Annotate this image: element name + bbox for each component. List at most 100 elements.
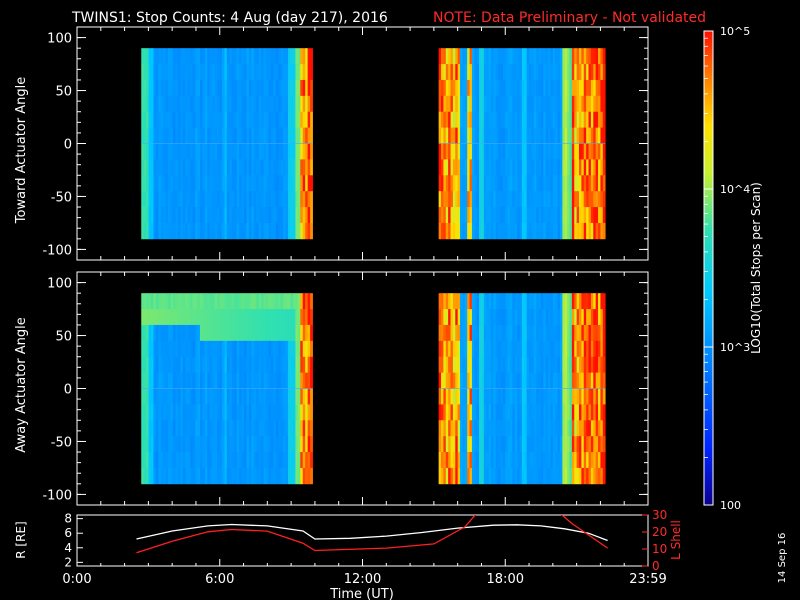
middle-heat-cell (258, 388, 262, 405)
middle-heat-cell (479, 467, 482, 485)
top-heat-cell (202, 127, 206, 144)
top-heat-cell (548, 159, 551, 176)
middle-heat-cell (158, 452, 162, 469)
middle-heat-cell (438, 324, 442, 342)
middle-heat-cell (448, 452, 451, 469)
middle-heat-cell (302, 467, 306, 485)
middle-heat-cell (146, 340, 149, 358)
middle-heat-cell (498, 324, 501, 342)
top-heat-cell (165, 111, 169, 129)
top-heat-cell (488, 111, 492, 129)
middle-heat-cell (486, 293, 489, 310)
middle-heat-cell (533, 324, 537, 342)
middle-heat-cell (441, 372, 444, 389)
middle-heat-cell (493, 436, 497, 453)
top-heat-cell (266, 191, 269, 208)
middle-heat-cell (569, 452, 573, 469)
top-heat-cell (290, 222, 294, 240)
top-heat-cell (602, 95, 606, 113)
middle-heat-cell (514, 404, 518, 421)
top-heat-cell (569, 79, 573, 97)
middle-heat-cell (540, 340, 544, 358)
middle-heat-cell (452, 293, 456, 310)
middle-heat-cell (529, 293, 532, 310)
middle-heat-cell (462, 436, 466, 453)
middle-heat-cell (550, 420, 554, 437)
middle-heat-cell (450, 404, 454, 421)
r-ytick-label: 4 (64, 541, 72, 555)
top-heat-cell (182, 143, 186, 160)
top-heat-cell (490, 127, 494, 144)
top-heat-cell (479, 64, 482, 81)
middle-heat-cell (495, 388, 499, 405)
middle-heat-cell (512, 356, 516, 374)
top-heat-cell (280, 222, 284, 240)
top-heat-cell (266, 159, 269, 176)
top-heat-cell (160, 191, 164, 208)
middle-heat-cell (510, 309, 513, 326)
middle-heat-cell (598, 340, 601, 358)
top-heat-cell (226, 207, 230, 224)
middle-heat-cell (526, 404, 530, 421)
top-heat-cell (500, 191, 504, 208)
middle-heat-cell (517, 340, 520, 358)
middle-heat-cell (170, 388, 174, 405)
middle-heat-cell (514, 467, 518, 485)
middle-heat-cell (197, 452, 201, 469)
top-heat-cell (531, 48, 535, 65)
top-heat-cell (495, 95, 499, 113)
middle-heat-cell (239, 356, 242, 374)
middle-heat-cell (241, 356, 245, 374)
top-heat-cell (574, 143, 578, 160)
middle-heat-cell (438, 467, 442, 485)
middle-heat-cell (567, 467, 570, 485)
top-heat-cell (574, 48, 578, 65)
top-heat-cell (574, 191, 578, 208)
middle-heat-cell (229, 388, 233, 405)
middle-heat-cell (273, 436, 277, 453)
top-heat-cell (204, 111, 208, 129)
top-heat-cell (248, 111, 252, 129)
middle-heat-cell (455, 436, 459, 453)
top-heat-cell (443, 143, 447, 160)
middle-heat-cell (258, 452, 262, 469)
top-heat-cell (464, 159, 468, 176)
middle-heat-cell (512, 324, 516, 342)
top-heat-cell (192, 175, 196, 192)
top-heat-cell (464, 191, 468, 208)
top-heat-cell (266, 48, 269, 65)
middle-heat-cell (469, 340, 473, 358)
middle-heat-cell (305, 356, 309, 374)
middle-heat-cell (173, 324, 176, 342)
top-heat-cell (529, 95, 532, 113)
middle-heat-cell (239, 372, 242, 389)
top-heat-cell (212, 191, 216, 208)
top-heat-cell (175, 159, 179, 176)
top-heat-cell (297, 175, 301, 192)
top-heat-cell (278, 127, 282, 144)
top-heat-cell (173, 207, 176, 224)
middle-heat-cell (510, 340, 513, 358)
top-heat-cell (263, 175, 267, 192)
top-heat-cell (202, 191, 206, 208)
top-heat-cell (567, 79, 570, 97)
middle-heat-cell (275, 388, 279, 405)
middle-heat-cell (574, 467, 578, 485)
top-heat-cell (588, 143, 592, 160)
top-heat-cell (517, 79, 520, 97)
middle-heat-cell (151, 388, 154, 405)
middle-heat-cell (495, 293, 499, 310)
middle-heat-cell (246, 309, 250, 326)
middle-heat-cell (517, 293, 520, 310)
top-heat-cell (204, 175, 208, 192)
middle-heat-cell (185, 467, 189, 485)
top-heat-cell (510, 222, 513, 240)
top-heat-cell (602, 175, 606, 192)
top-heat-cell (450, 127, 454, 144)
top-heat-cell (307, 222, 311, 240)
middle-heat-cell (467, 324, 470, 342)
top-heat-cell (462, 127, 466, 144)
top-heat-cell (246, 64, 250, 81)
middle-heat-cell (576, 293, 580, 310)
